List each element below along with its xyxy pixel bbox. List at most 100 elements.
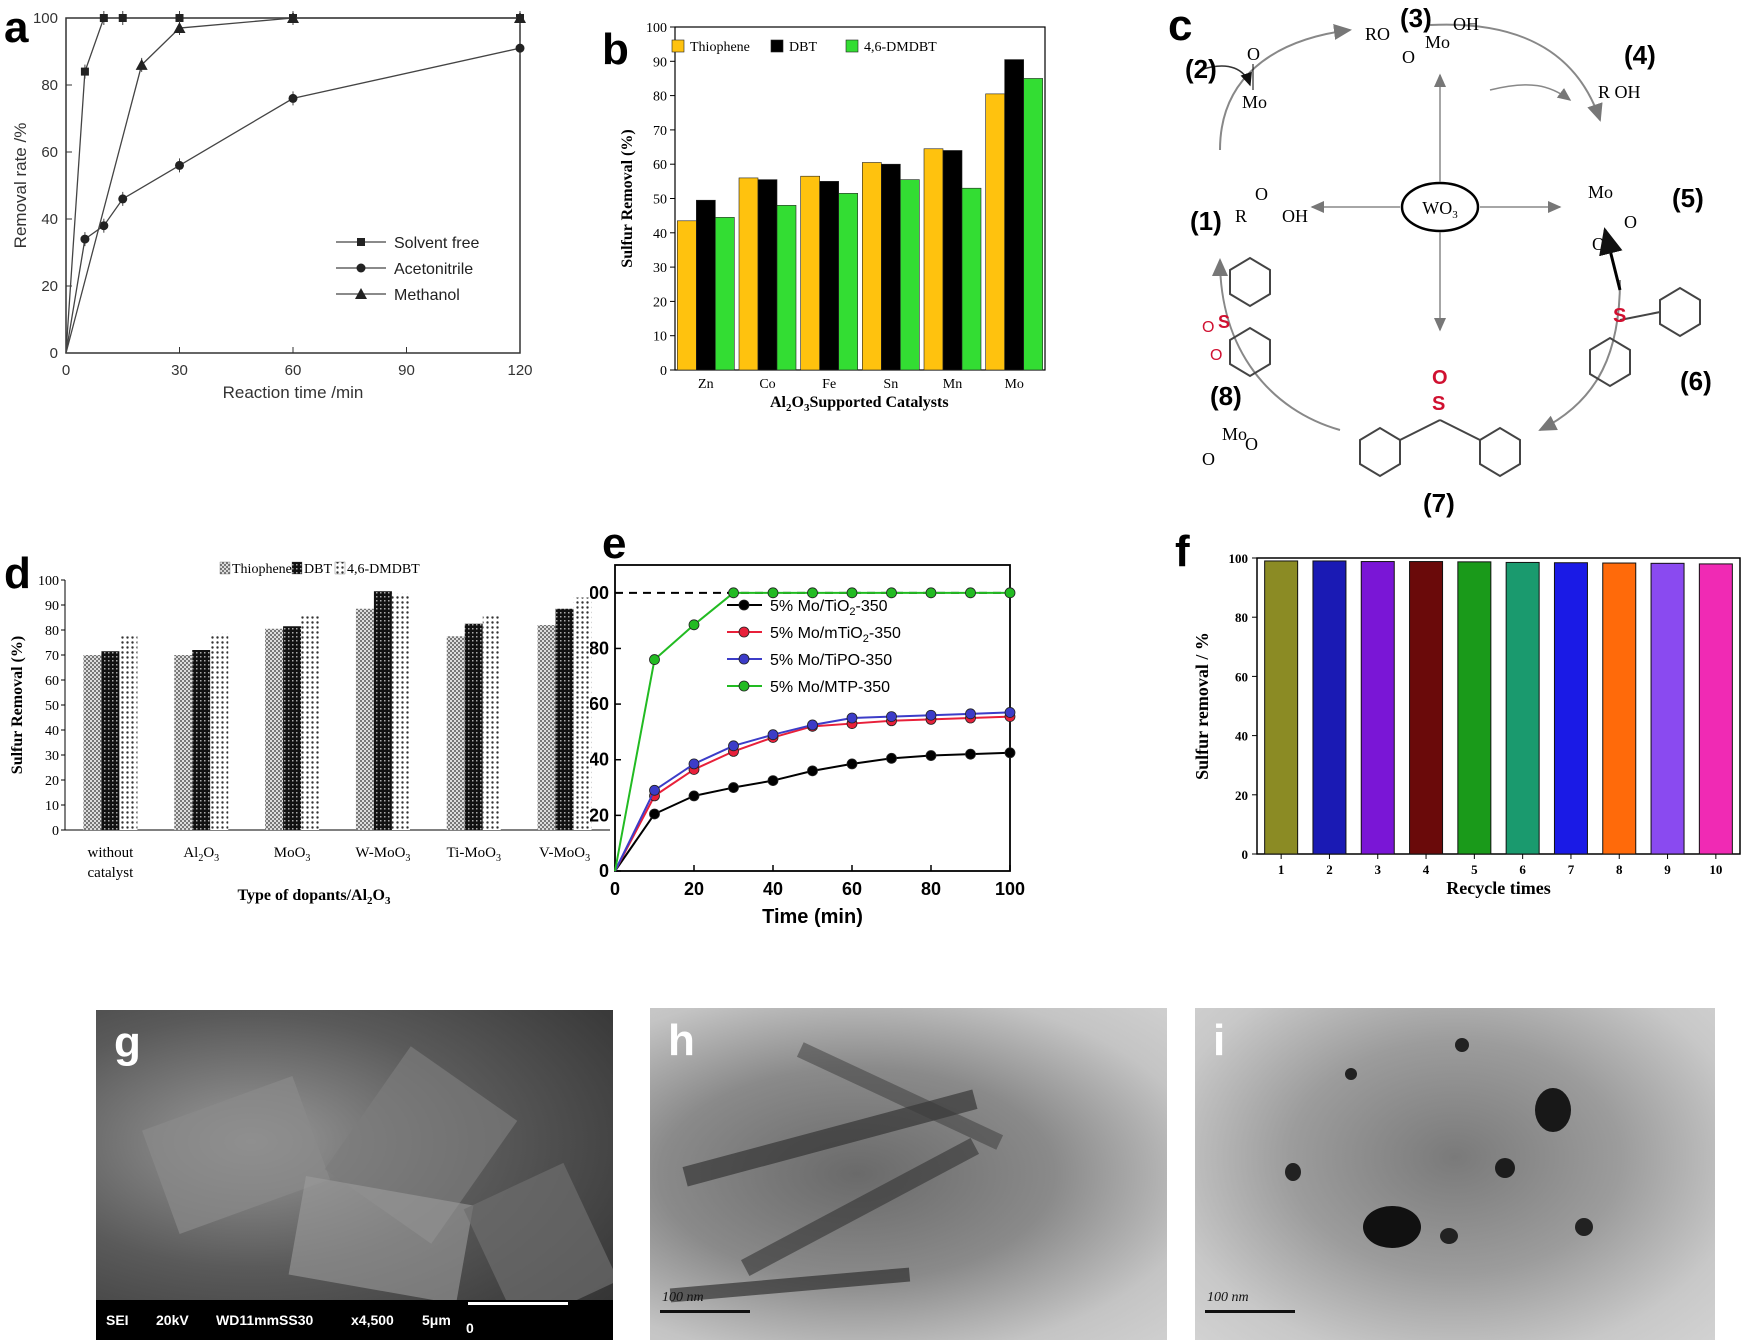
svg-text:O: O xyxy=(1245,434,1258,454)
panel-label-d: d xyxy=(4,549,31,598)
x-tick-label: catalyst xyxy=(88,865,135,881)
y-tick-label: 100 xyxy=(646,21,667,36)
svg-text:OH: OH xyxy=(1453,14,1479,34)
panel-label-f: f xyxy=(1175,527,1190,576)
data-point xyxy=(688,790,700,802)
legend-label: 5% Mo/TiO2-350 xyxy=(770,598,888,618)
data-point xyxy=(356,263,366,273)
data-point xyxy=(807,587,818,599)
y-tick-label: 100 xyxy=(33,10,58,27)
x-tick-label: Sn xyxy=(883,377,898,392)
svg-text:O: O xyxy=(1624,212,1637,232)
data-point xyxy=(728,587,739,599)
plot-frame xyxy=(1256,557,1741,855)
y-tick-label: 60 xyxy=(590,694,609,714)
panel-label-b: b xyxy=(602,25,629,74)
data-point xyxy=(886,752,897,764)
data-point xyxy=(767,775,779,786)
y-axis-label: Removal rate /% xyxy=(11,123,30,249)
y-tick-label: 0 xyxy=(52,824,59,839)
y-tick-label: 0 xyxy=(1242,847,1249,862)
data-point xyxy=(175,160,184,170)
y-tick-label: 90 xyxy=(653,55,667,70)
bar-d-4-1 xyxy=(446,636,465,830)
x-axis-label: Al2O3Supported Catalysts xyxy=(770,394,949,414)
x-tick-label: Mn xyxy=(943,377,962,392)
data-point xyxy=(1004,587,1016,599)
sem-image-g: g SEI 20kV WD11mmSS30 x4,500 5μm 0 xyxy=(96,1010,613,1340)
legend-label: 5% Mo/mTiO2-350 xyxy=(770,625,901,645)
x-tick-label: 5 xyxy=(1471,862,1478,877)
data-point xyxy=(80,67,89,76)
bar-cycle-2 xyxy=(1312,560,1347,855)
chart-e: 020406080100020406080100Time (min)DBT Co… xyxy=(590,564,1025,928)
bar-co-1 xyxy=(738,177,759,371)
x-axis-label: Recycle times xyxy=(1446,878,1550,898)
y-tick-label: 20 xyxy=(1235,788,1248,803)
data-point xyxy=(649,654,660,665)
bar-d-2-2 xyxy=(283,626,302,830)
legend-label: Solvent free xyxy=(394,235,479,252)
micrograph-label-g: g xyxy=(114,1018,141,1067)
y-tick-label: 80 xyxy=(653,90,667,105)
cycle-arrow-right xyxy=(1538,279,1621,431)
sem-info-bar: SEI 20kV WD11mmSS30 x4,500 5μm 0 xyxy=(96,1300,613,1340)
data-point xyxy=(767,587,779,599)
chart-d: 0 10 20 30 40 50 60 70 80 90 100 without catalyst Al2… xyxy=(9,561,610,907)
bar-d-5-1 xyxy=(537,625,556,830)
tem-image-h: h 100 nm xyxy=(650,1008,1167,1340)
legend-label: 4,6-DMDBT xyxy=(347,562,420,577)
sulfoxide-molecule xyxy=(1359,419,1521,478)
step-label-7: (7) xyxy=(1423,488,1455,518)
data-point xyxy=(287,12,299,23)
chart-f: 0 20 40 60 80 100 1 2 3 4 5 6 7 8 9 10 Recycle times Sulf… xyxy=(1192,551,1741,898)
arrow-mo-in xyxy=(1199,65,1252,87)
y-tick-label: 40 xyxy=(590,750,609,770)
bar-fe-2 xyxy=(819,181,839,371)
x-tick-label: 60 xyxy=(285,362,302,379)
bar-sn-3 xyxy=(900,179,920,371)
x-tick-label: 10 xyxy=(1709,862,1722,877)
y-tick-label: 70 xyxy=(45,649,59,664)
bar-d-0-3 xyxy=(119,636,138,830)
x-tick-label: 90 xyxy=(398,362,415,379)
bar-mo-2 xyxy=(1004,59,1024,371)
data-point xyxy=(355,288,367,299)
svg-text:R: R xyxy=(1235,206,1247,226)
bar-mn-1 xyxy=(923,148,944,371)
bar-d-4-2 xyxy=(464,623,483,830)
x-tick-label: Zn xyxy=(698,377,714,392)
x-tick-label: 40 xyxy=(763,879,783,899)
x-tick-label: 0 xyxy=(610,879,620,899)
y-tick-label: 30 xyxy=(653,261,667,276)
y-axis-label: Sulfur removal / % xyxy=(1192,632,1212,780)
y-tick-label: 60 xyxy=(1235,669,1248,684)
scale-bar-h: 100 nm xyxy=(662,1290,704,1305)
bar-mn-2 xyxy=(942,150,963,371)
y-tick-label: 60 xyxy=(653,158,667,173)
bar-mn-3 xyxy=(961,187,982,371)
reaction-mechanism-diagram: WO3 (1) (2) (3) (4) (5) (6) (7) (8) Mo O… xyxy=(1185,3,1712,518)
data-point xyxy=(807,765,818,777)
data-point xyxy=(925,750,937,761)
y-axis-label: Sulfur Removal (%) xyxy=(9,636,26,774)
step-label-8: (8) xyxy=(1210,381,1242,411)
data-point xyxy=(846,587,858,599)
dbt-molecule xyxy=(1589,286,1701,388)
svg-text:Mo: Mo xyxy=(1425,32,1450,52)
x-tick-label: W-MoO3 xyxy=(355,845,410,864)
legend-swatch xyxy=(334,561,346,575)
data-point xyxy=(173,22,186,34)
svg-text:O: O xyxy=(1402,47,1415,67)
bar-co-2 xyxy=(757,179,778,371)
bar-cycle-3 xyxy=(1360,561,1395,855)
legend-label: DBT xyxy=(789,40,817,55)
data-point xyxy=(925,587,937,599)
y-tick-label: 60 xyxy=(41,144,58,161)
legend-swatch xyxy=(671,39,685,53)
data-point xyxy=(118,14,127,22)
bar-d-4-3 xyxy=(482,616,501,830)
bar-d-5-3 xyxy=(573,597,592,830)
svg-text:O: O xyxy=(1210,347,1222,364)
y-tick-label: 20 xyxy=(653,295,667,310)
